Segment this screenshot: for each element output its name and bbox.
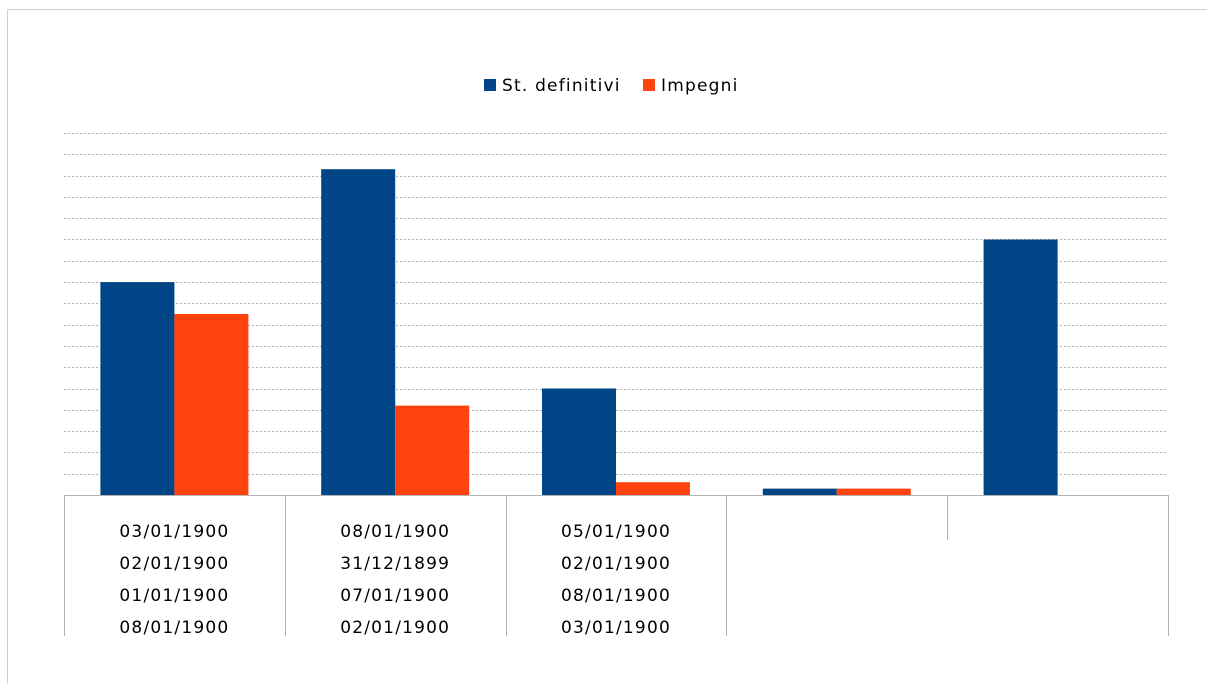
bar-st-definitivi-3 [542, 388, 616, 495]
bar-impegni-2 [395, 405, 470, 495]
x-tick-label: 08/01/1900 [561, 586, 671, 606]
legend-item-2[interactable]: Impegni [643, 76, 739, 96]
legend-swatch [643, 79, 655, 91]
x-tick-label: 05/01/1900 [561, 522, 671, 542]
x-tick-label: 02/01/1900 [119, 554, 229, 574]
x-tick-label: 02/01/1900 [561, 554, 671, 574]
x-tick-label: 08/01/1900 [119, 618, 229, 638]
bar-impegni-4 [836, 488, 911, 495]
legend-label: Impegni [661, 76, 739, 96]
x-tick-label: 03/01/1900 [119, 522, 229, 542]
legend[interactable]: St. definitivi Impegni [484, 76, 739, 96]
legend-label: St. definitivi [502, 76, 621, 96]
x-tick-label: 31/12/1899 [340, 554, 450, 574]
x-tick-label: 03/01/1900 [561, 618, 671, 638]
x-tick-labels: 03/01/1900 02/01/1900 01/01/1900 08/01/1900… [119, 522, 671, 638]
bar-st-definitivi-4 [762, 488, 837, 495]
legend-item-1[interactable]: St. definitivi [484, 76, 621, 96]
x-tick-label: 01/01/1900 [119, 586, 229, 606]
bar-st-definitivi-2 [321, 169, 396, 495]
bar-impegni-3 [616, 482, 690, 495]
bar-impegni-1 [174, 314, 249, 495]
bar-st-definitivi-5 [983, 239, 1058, 495]
x-tick-label: 02/01/1900 [340, 618, 450, 638]
legend-swatch [484, 79, 496, 91]
x-tick-label: 07/01/1900 [340, 586, 450, 606]
x-tick-label: 08/01/1900 [340, 522, 450, 542]
bars [100, 169, 1058, 495]
bar-st-definitivi-1 [100, 282, 175, 495]
x-axis [64, 495, 1169, 636]
